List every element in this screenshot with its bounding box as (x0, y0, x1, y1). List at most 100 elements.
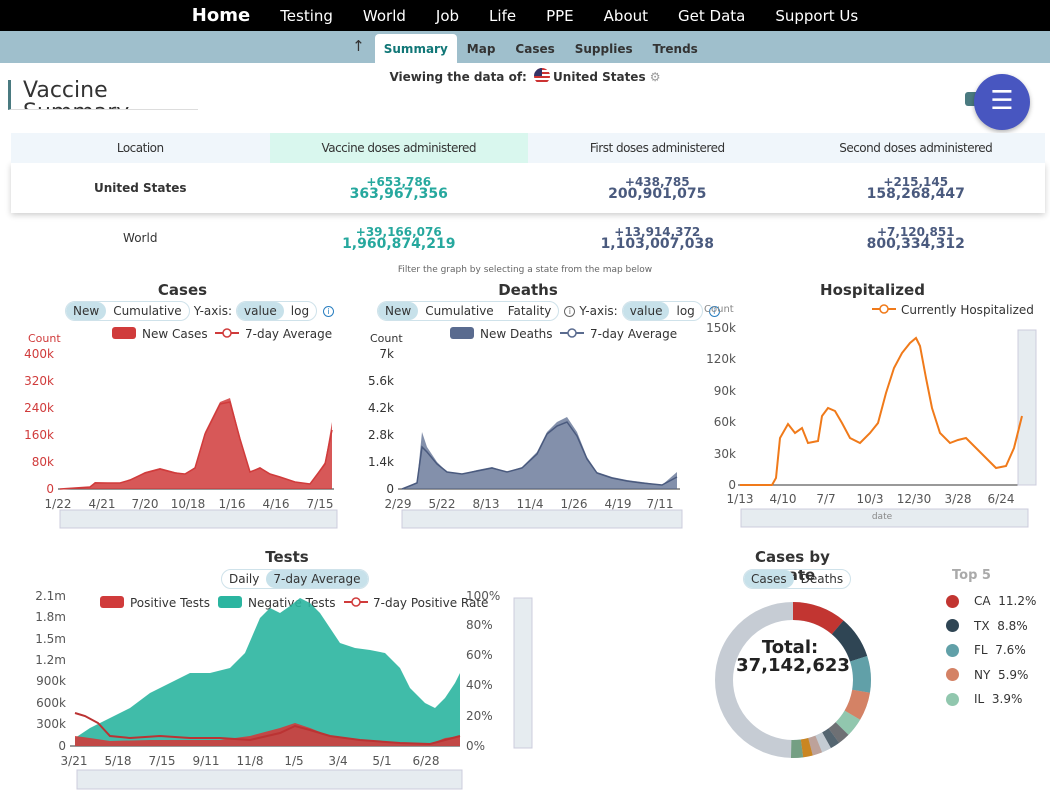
hosp-x-axis: 1/13 4/10 7/7 10/3 12/30 3/28 6/24 (727, 492, 1015, 506)
legend-item[interactable]: TX 8.8% (946, 614, 1046, 639)
legend-item[interactable]: CA 11.2% (946, 589, 1046, 614)
nav-about[interactable]: About (603, 6, 649, 25)
hosp-line[interactable] (740, 336, 1023, 486)
cases-scale-value[interactable]: value (237, 302, 284, 320)
nav-job[interactable]: Job (435, 6, 460, 25)
table-row[interactable]: United States +653,786 363,967,356 +438,… (11, 163, 1045, 213)
tests-chart[interactable]: Positive Tests Negative Tests 7-day Posi… (20, 588, 540, 793)
cases-mode-new[interactable]: New (66, 302, 107, 320)
tests-negative-area[interactable] (75, 598, 460, 746)
hosp-legend-label[interactable]: Currently Hospitalized (901, 303, 1034, 317)
legend-item[interactable]: IL 3.9% (946, 687, 1046, 712)
vaccine-table: Location Vaccine doses administered Firs… (11, 133, 1045, 260)
by-state-mode-deaths[interactable]: Deaths (800, 572, 844, 586)
info-icon[interactable]: i (708, 305, 720, 317)
deaths-scale-log[interactable]: log (676, 304, 695, 318)
tests-ytick: 1.8m (35, 610, 66, 624)
hospitalized-chart[interactable]: Currently Hospitalized Count 0 30k 60k 9… (700, 298, 1045, 530)
deaths-scale-value[interactable]: value (622, 302, 670, 320)
tab-map[interactable]: Map (466, 42, 496, 56)
hosp-ytick: 60k (714, 415, 736, 429)
tests-zoom-slider[interactable] (76, 769, 463, 790)
up-arrow-icon[interactable]: ↑ (352, 37, 365, 55)
cases-chart[interactable]: New Cases 7-day Average Count 0 80k 160k… (20, 322, 345, 532)
donut-slice-ca[interactable] (715, 602, 871, 758)
menu-fab-button[interactable]: ☰ (974, 74, 1030, 130)
header-location[interactable]: Location (11, 133, 270, 163)
deaths-xtick: 11/4 (517, 497, 544, 511)
nav-life[interactable]: Life (489, 6, 517, 25)
first-total: 200,901,075 (608, 186, 707, 202)
nav-home[interactable]: Home (191, 5, 251, 26)
legend-item[interactable]: NY 5.9% (946, 663, 1046, 688)
cases-ytick: 240k (24, 401, 54, 415)
donut-slice-other[interactable] (715, 602, 871, 758)
deaths-mode-new[interactable]: New (378, 302, 419, 320)
deaths-xtick: 4/19 (605, 497, 632, 511)
legend-dot (946, 594, 959, 608)
tests-positive-area[interactable] (75, 723, 460, 746)
header-doses[interactable]: Vaccine doses administered (269, 133, 528, 163)
by-state-donut[interactable]: Total: 37,142,623 (708, 595, 878, 765)
tab-trends[interactable]: Trends (652, 42, 698, 56)
cases-legend-new[interactable]: New Cases (142, 327, 208, 341)
table-row[interactable]: World +39,166,076 1,960,874,219 +13,914,… (11, 216, 1045, 260)
info-icon[interactable]: i (323, 305, 335, 317)
sub-navigation: ↑ Summary Map Cases Supplies Trends (0, 31, 1050, 63)
first-total: 1,103,007,038 (600, 236, 714, 252)
tab-cases[interactable]: Cases (515, 42, 555, 56)
cases-scale-log[interactable]: log (290, 304, 310, 318)
tests-y-zoom-slider[interactable] (513, 597, 533, 749)
hosp-y-zoom-slider[interactable] (1017, 329, 1037, 486)
tab-supplies[interactable]: Supplies (574, 42, 633, 56)
legend-state: IL (974, 692, 985, 707)
deaths-mode-cumulative[interactable]: Cumulative (425, 304, 494, 318)
header-first-doses[interactable]: First doses administered (528, 133, 787, 163)
tests-ytick: 1.2m (35, 653, 66, 667)
deaths-bars[interactable] (402, 417, 677, 489)
cases-ytick: 320k (24, 374, 54, 388)
first-delta: +438,785 (624, 175, 690, 189)
deaths-legend-new[interactable]: New Deaths (480, 327, 553, 341)
tab-summary[interactable]: Summary (374, 34, 457, 63)
nav-testing[interactable]: Testing (280, 6, 333, 25)
nav-support-us[interactable]: Support Us (775, 6, 859, 25)
donut-slices[interactable] (715, 602, 871, 758)
cases-mode-cumulative[interactable]: Cumulative (113, 304, 182, 318)
tests-xtick: 7/15 (149, 754, 176, 768)
viewing-country[interactable]: United States (553, 70, 646, 84)
gear-icon[interactable]: ⚙ (649, 70, 661, 84)
cases-xtick: 4/21 (89, 497, 116, 511)
tests-mode-toggle: Daily 7-day Average (221, 569, 369, 589)
hosp-ytick: 120k (706, 352, 736, 366)
info-icon[interactable]: i (564, 305, 576, 317)
tests-legend-positive[interactable]: Positive Tests (130, 596, 210, 610)
tests-legend-negative[interactable]: Negative Tests (248, 596, 336, 610)
cases-xtick: 1/16 (219, 497, 246, 511)
deaths-zoom-slider[interactable] (401, 509, 683, 529)
tests-legend-rate-marker (351, 597, 361, 607)
donut-slice-fl[interactable] (715, 602, 871, 758)
header-second-doses[interactable]: Second doses administered (786, 133, 1045, 163)
table-header: Location Vaccine doses administered Firs… (11, 133, 1045, 163)
deaths-chart[interactable]: New Deaths 7-day Average Count 0 1.4k 2.… (362, 322, 692, 532)
hosp-zoom-slider[interactable] (740, 508, 1029, 528)
nav-world[interactable]: World (362, 6, 406, 25)
tests-mode-7day[interactable]: 7-day Average (266, 570, 368, 588)
deaths-mode-fatality[interactable]: Fatality (507, 304, 552, 318)
nav-get-data[interactable]: Get Data (678, 6, 746, 25)
cases-legend-avg[interactable]: 7-day Average (245, 327, 332, 341)
cases-count-label: Count (28, 332, 61, 345)
tests-legend-rate[interactable]: 7-day Positive Rate (373, 596, 488, 610)
legend-item[interactable]: FL 7.6% (946, 638, 1046, 663)
nav-ppe[interactable]: PPE (546, 6, 574, 25)
deaths-legend-avg[interactable]: 7-day Average (590, 327, 677, 341)
by-state-mode-cases[interactable]: Cases (744, 570, 794, 588)
doses-delta: +653,786 (366, 175, 432, 189)
first-delta: +13,914,372 (614, 225, 701, 239)
cases-bars[interactable] (60, 398, 332, 489)
deaths-chart-title: Deaths (498, 281, 558, 299)
tests-mode-daily[interactable]: Daily (229, 572, 260, 586)
cases-zoom-slider[interactable] (59, 509, 338, 529)
cases-xtick: 1/22 (45, 497, 72, 511)
